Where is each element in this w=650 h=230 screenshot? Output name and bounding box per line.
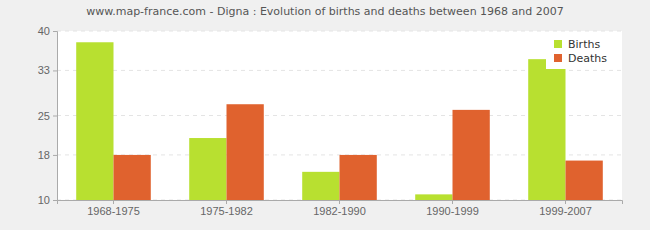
bar	[76, 42, 113, 200]
chart: www.map-france.com - Digna : Evolution o…	[0, 0, 650, 230]
y-tick: 18	[38, 149, 57, 161]
legend-swatch	[554, 40, 562, 48]
x-tick: 1975-1982	[200, 200, 253, 217]
title: www.map-france.com - Digna : Evolution o…	[86, 5, 564, 18]
bar	[566, 161, 603, 200]
legend-label: Deaths	[568, 52, 607, 65]
x-tick: 1990-1999	[426, 200, 479, 217]
y-tick-mark	[53, 31, 57, 32]
plot: 10 18 25 33 40 1968-1975 1975-1982 1982-1990 199…	[38, 25, 623, 217]
x-tick-label: 1968-1975	[87, 205, 140, 217]
x-axis-line	[58, 201, 623, 205]
y-axis-line	[53, 32, 58, 201]
x-tick-mark	[113, 200, 114, 204]
legend-label: Births	[568, 38, 600, 51]
plot-area	[57, 31, 622, 200]
x-tick: 1982-1990	[313, 200, 366, 217]
y-tick-label: 40	[38, 25, 50, 37]
bar	[302, 172, 339, 200]
bar	[415, 194, 452, 200]
x-tick-mark	[339, 200, 340, 204]
y-tick-mark	[53, 70, 57, 71]
x-tick: 1968-1975	[87, 200, 140, 217]
y-tick: 40	[38, 25, 57, 37]
y-tick: 33	[38, 64, 57, 76]
legend-item: Births	[554, 38, 600, 51]
x-tick-mark	[452, 200, 453, 204]
y-tick: 25	[38, 110, 57, 122]
legend-item: Deaths	[554, 52, 607, 65]
grid-line	[57, 31, 622, 32]
x-tick-label: 1999-2007	[539, 205, 592, 217]
x-tick-mark	[226, 200, 227, 204]
bar	[189, 138, 226, 200]
legend: BirthsDeaths	[546, 33, 614, 69]
y-tick-mark	[53, 116, 57, 117]
grid	[57, 31, 622, 200]
y-tick-mark	[53, 155, 57, 156]
x-tick-label: 1975-1982	[200, 205, 253, 217]
bars	[76, 42, 603, 200]
y-tick-label: 18	[38, 149, 50, 161]
x-tick-label: 1982-1990	[313, 205, 366, 217]
legend-box	[546, 33, 614, 69]
y-tick-mark	[53, 200, 57, 201]
bar	[340, 155, 377, 200]
x-tick-label: 1990-1999	[426, 205, 479, 217]
x-axis: 1968-1975 1975-1982 1982-1990 1990-1999 1999…	[58, 200, 623, 217]
y-tick-label: 33	[38, 64, 50, 76]
y-tick: 10	[38, 194, 57, 206]
bar	[227, 104, 264, 200]
y-tick-label: 25	[38, 110, 50, 122]
bar	[453, 110, 490, 200]
bar	[528, 59, 565, 200]
bar	[114, 155, 151, 200]
x-tick: 1999-2007	[539, 200, 592, 217]
y-tick-label: 10	[38, 194, 50, 206]
background	[0, 0, 650, 230]
legend-swatch	[554, 54, 562, 62]
y-axis: 10 18 25 33 40	[38, 25, 58, 206]
x-tick-mark	[565, 200, 566, 204]
